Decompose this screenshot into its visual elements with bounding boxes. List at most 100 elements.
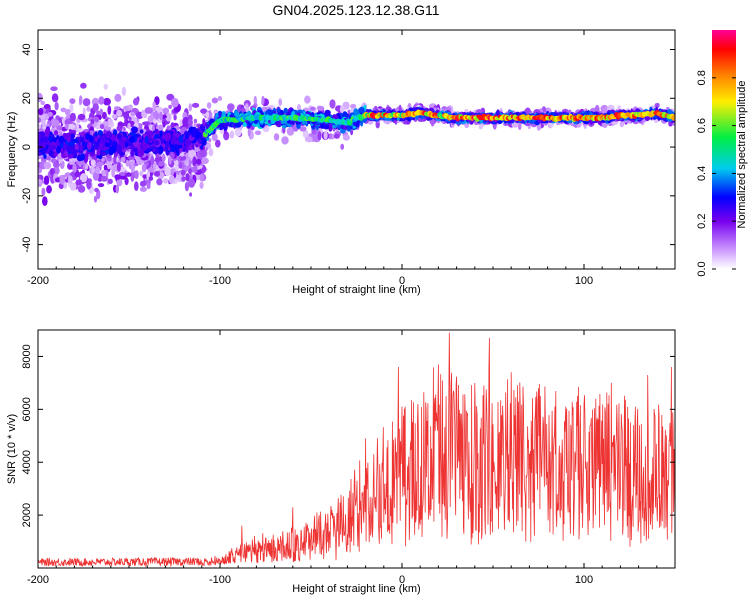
spectrogram-speckle: [103, 83, 109, 90]
spectrogram-speckle: [121, 86, 127, 96]
spectrogram-speckle: [116, 109, 123, 117]
spectrogram-core: [343, 124, 348, 130]
spectrogram-speckle: [192, 156, 197, 167]
spectrogram-core: [58, 135, 65, 144]
spectrogram-speckle: [130, 173, 135, 182]
spectrogram-speckle: [184, 181, 189, 192]
spectrogram-speckle: [38, 117, 42, 123]
spectrogram-x-tick-label: -100: [209, 275, 231, 287]
spectrogram-speckle: [125, 159, 130, 167]
colorbar-tick-label: 0.4: [696, 166, 708, 181]
spectrogram-speckle: [101, 157, 105, 162]
spectrogram-core: [165, 140, 170, 149]
spectrogram-speckle: [139, 186, 147, 192]
spectrogram-speckle: [86, 106, 91, 112]
spectrogram-speckle: [128, 116, 132, 122]
spectrogram-core: [247, 121, 251, 127]
colorbar-tick-label: 0.8: [696, 70, 708, 85]
spectrogram-speckle: [120, 156, 126, 163]
spectrogram-speckle: [173, 114, 177, 121]
spectrogram-speckle: [188, 168, 192, 175]
colorbar-gradient: [712, 30, 736, 269]
snr-x-tick-label: 100: [575, 574, 593, 586]
spectrogram-speckle: [187, 160, 193, 165]
spectrogram-core: [121, 142, 125, 150]
spectrogram-speckle: [181, 176, 186, 182]
snr-line: [38, 332, 675, 568]
spectrogram-speckle: [158, 160, 165, 167]
spectrogram-core: [113, 129, 118, 136]
spectrogram-speckle: [141, 163, 147, 173]
spectrogram-speckle: [125, 172, 132, 177]
spectrogram-speckle: [193, 118, 198, 124]
spectrogram-core: [323, 125, 330, 130]
spectrogram-speckle: [106, 159, 112, 170]
spectrogram-speckle: [74, 171, 81, 178]
spectrogram-speckle: [211, 133, 218, 142]
spectrogram-speckle: [103, 97, 111, 106]
spectrogram-speckle: [133, 97, 139, 106]
spectrogram-core: [170, 138, 177, 145]
spectrogram-speckle: [103, 164, 108, 171]
spectrogram-y-axis-label: Frequency (Hz): [6, 112, 18, 188]
spectrogram-y-tick-label: 0: [21, 144, 33, 150]
spectrogram-core: [66, 146, 72, 153]
spectrogram-speckle: [38, 179, 42, 184]
spectrogram-speckle: [339, 105, 345, 114]
spectrogram-speckle: [43, 103, 51, 110]
spectrogram-speckle: [113, 106, 120, 111]
spectrogram-speckle: [162, 107, 170, 114]
spectrogram-speckle: [130, 163, 135, 173]
spectrogram-speckle: [43, 161, 52, 170]
spectrogram-speckle: [189, 192, 193, 197]
spectrogram-speckle: [302, 129, 309, 139]
spectrogram-core: [360, 119, 364, 127]
spectrogram-speckle: [329, 99, 336, 109]
spectrogram-core: [157, 145, 164, 154]
snr-x-tick-label: 0: [399, 574, 405, 586]
spectrogram-speckle: [150, 155, 155, 166]
colorbar: 0.0 0.2 0.4 0.6 0.8 Normalized spectral ampl…: [696, 30, 748, 277]
spectrogram-speckle: [273, 133, 280, 141]
spectrogram-speckle: [111, 114, 118, 119]
spectrogram-speckle: [76, 128, 84, 133]
spectrogram-speckle: [281, 136, 289, 145]
spectrogram-speckle: [229, 130, 235, 139]
spectrogram-speckle: [67, 123, 75, 130]
spectrogram-core: [129, 135, 136, 143]
spectrogram-speckle: [139, 123, 143, 130]
spectrogram-speckle: [90, 159, 96, 167]
spectrogram-speckle: [67, 175, 73, 184]
spectrogram-speckle: [139, 170, 144, 177]
spectrogram-speckle: [517, 123, 522, 130]
spectrogram-speckle: [178, 162, 183, 169]
snr-y-tick-label: 8000: [21, 344, 33, 368]
snr-frame: [37, 329, 676, 569]
spectrogram-core: [38, 151, 43, 156]
spectrogram-speckle: [342, 134, 350, 141]
snr-x-axis-label: Height of straight line (km): [292, 583, 420, 595]
spectrogram-speckle: [72, 163, 77, 173]
spectrogram-speckle: [82, 98, 91, 107]
spectrogram-speckle: [107, 118, 113, 125]
spectrogram-speckle: [141, 109, 145, 118]
spectrogram-core: [113, 146, 117, 154]
spectrogram-core: [116, 133, 123, 140]
spectrogram-speckle: [69, 103, 74, 113]
spectrogram-speckle: [50, 168, 54, 176]
snr-panel: -200 -100 0 100 2000 4000 6000 8000 Height of s…: [6, 329, 676, 595]
spectrogram-speckle: [96, 161, 105, 167]
spectrogram-core: [130, 149, 135, 157]
spectrogram-core: [283, 107, 288, 114]
spectrogram-speckle: [205, 111, 210, 119]
spectrogram-speckle: [98, 96, 105, 105]
spectrogram-speckle: [250, 131, 254, 140]
spectrogram-core: [94, 136, 99, 143]
spectrogram-speckle: [187, 118, 193, 127]
spectrogram-speckle: [299, 126, 307, 132]
snr-ticks: -200 -100 0 100 2000 4000 6000 8000: [21, 330, 676, 586]
spectrogram-speckle: [51, 93, 59, 103]
spectrogram-speckle: [278, 98, 283, 107]
spectrogram-core: [101, 151, 107, 156]
